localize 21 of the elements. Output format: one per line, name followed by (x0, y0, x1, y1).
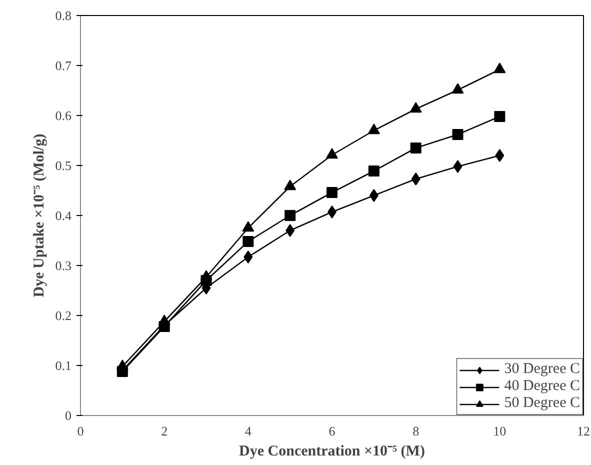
x-tick-label: 10 (493, 424, 506, 438)
x-tick-label: 2 (161, 424, 168, 438)
y-tick-label: 0.5 (55, 158, 72, 173)
x-tick-label: 6 (328, 424, 336, 438)
y-axis-title: Dye Uptake ×10⁻⁵ (Mol/g) (31, 134, 48, 298)
y-tick-label: 0.4 (55, 208, 72, 223)
y-tick-label: 0.8 (55, 8, 72, 23)
y-tick-label: 0.7 (55, 58, 72, 73)
x-axis-title: Dye Concentration ×10⁻⁵ (M) (239, 444, 425, 460)
x-tick-label: 0 (77, 424, 84, 438)
legend-label: 40 Degree C (504, 378, 580, 395)
legend-label: 50 Degree C (504, 395, 580, 412)
y-tick-label: 0.1 (55, 358, 72, 373)
y-tick-label: 0 (65, 408, 72, 423)
x-tick-label: 8 (412, 424, 420, 438)
x-tick-label: 12 (577, 424, 590, 438)
y-tick-label: 0.2 (55, 308, 72, 323)
y-tick-label: 0.6 (55, 108, 72, 123)
x-tick-label: 4 (244, 424, 252, 438)
legend-label: 30 Degree C (504, 361, 580, 378)
y-tick-label: 0.3 (55, 258, 72, 273)
